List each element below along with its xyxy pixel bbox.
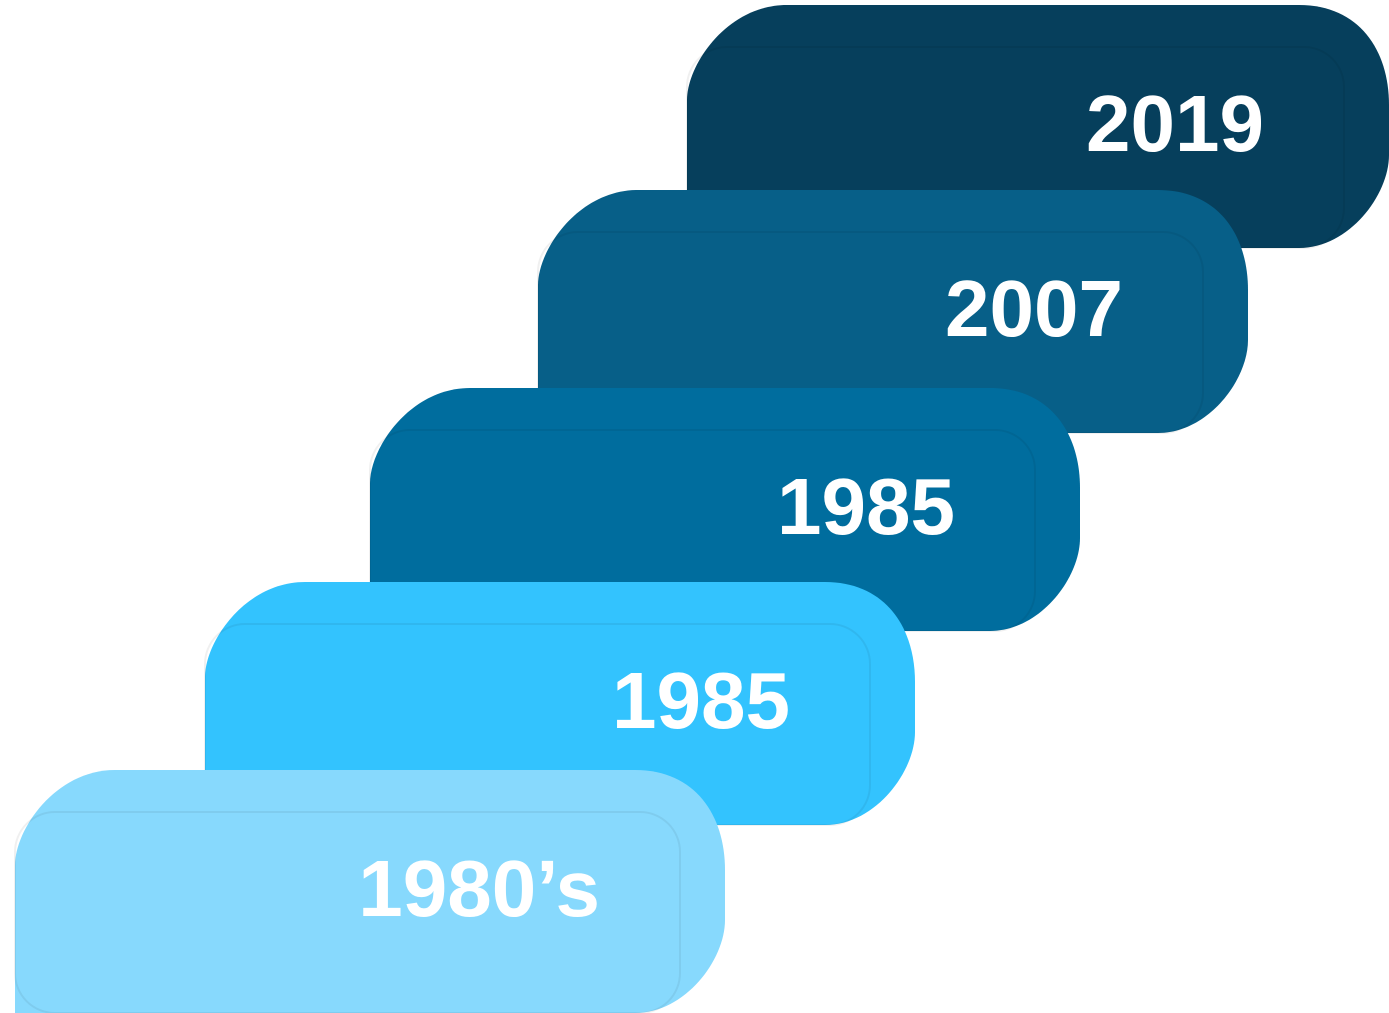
step-label: 2007 xyxy=(945,264,1123,353)
step-shape xyxy=(538,190,1248,433)
step: 2007 xyxy=(537,190,1248,434)
step-face xyxy=(14,811,681,1013)
step-label: 1985 xyxy=(612,656,790,745)
step-shape xyxy=(15,770,725,1013)
step-label: 2019 xyxy=(1086,79,1264,168)
step-label: 1980’s xyxy=(358,844,600,933)
step: 1980’s xyxy=(14,770,725,1013)
step: 2019 xyxy=(686,5,1389,249)
step-label: 1985 xyxy=(777,462,955,551)
step: 1985 xyxy=(204,582,915,826)
step: 1985 xyxy=(369,388,1080,632)
step-shape xyxy=(370,388,1080,631)
step-shape xyxy=(687,5,1389,248)
step-shape xyxy=(205,582,915,825)
